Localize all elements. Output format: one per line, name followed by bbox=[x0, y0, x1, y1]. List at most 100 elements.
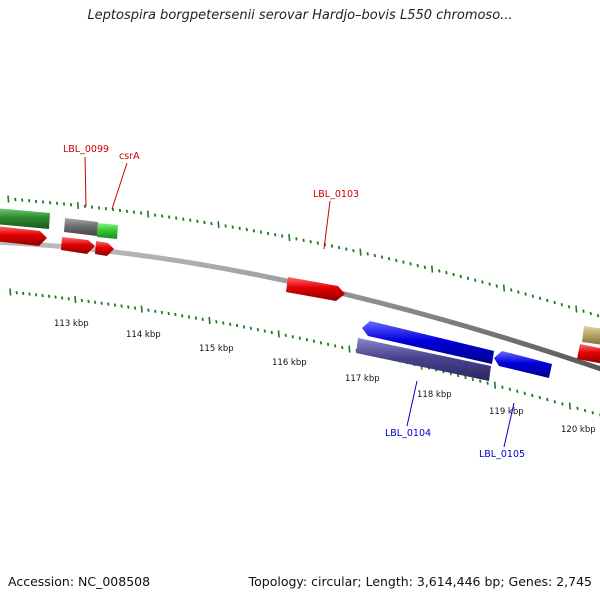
gene-label-csrA[interactable]: csrA bbox=[119, 151, 140, 162]
reverse-row-minor-tick bbox=[113, 303, 117, 307]
forward-row-minor-tick bbox=[175, 216, 178, 220]
forward-cds-right-red[interactable] bbox=[577, 344, 600, 364]
reverse-row-minor-tick bbox=[34, 293, 38, 297]
reverse-row-major-tick bbox=[140, 305, 143, 313]
forward-row-minor-tick bbox=[266, 231, 270, 236]
forward-row-minor-tick bbox=[380, 255, 384, 259]
reverse-row-minor-tick bbox=[229, 322, 232, 326]
reverse-row-minor-tick bbox=[61, 296, 64, 300]
forward-row-minor-tick bbox=[41, 200, 45, 204]
forward-row-minor-tick bbox=[409, 262, 412, 266]
reverse-row-minor-tick bbox=[583, 408, 587, 413]
forward-row-minor-tick bbox=[62, 202, 66, 206]
reverse-cds-blue-short[interactable] bbox=[494, 351, 552, 378]
reverse-row-minor-tick bbox=[479, 379, 482, 383]
forward-row-minor-tick bbox=[531, 294, 535, 298]
forward-row-minor-tick bbox=[387, 257, 391, 261]
forward-tick-row bbox=[7, 195, 600, 318]
forward-row-minor-tick bbox=[423, 265, 427, 269]
reverse-row-minor-tick bbox=[133, 306, 137, 310]
forward-row-minor-tick bbox=[153, 213, 157, 217]
gene-label-LBL_0103[interactable]: LBL_0103 bbox=[313, 189, 359, 200]
forward-row-minor-tick bbox=[90, 205, 94, 209]
forward-cds-csrA[interactable] bbox=[97, 223, 118, 239]
accession-text: Accession: NC_008508 bbox=[8, 574, 151, 589]
reverse-row-minor-tick bbox=[516, 389, 519, 393]
reverse-row-minor-tick bbox=[270, 330, 273, 335]
forward-row-minor-tick bbox=[69, 203, 73, 207]
forward-row-minor-tick bbox=[438, 269, 441, 273]
forward-row-minor-tick bbox=[28, 199, 31, 203]
leader-LBL_0099 bbox=[84, 156, 87, 207]
forward-cds-gray[interactable] bbox=[64, 218, 98, 236]
forward-row-minor-tick bbox=[459, 274, 462, 279]
reverse-row-minor-tick bbox=[174, 312, 177, 317]
reverse-row-minor-tick bbox=[187, 315, 191, 319]
reverse-row-minor-tick bbox=[312, 339, 316, 343]
reverse-tick-row bbox=[9, 288, 600, 417]
forward-cds-LBL_0103[interactable] bbox=[286, 277, 345, 301]
forward-row-minor-tick bbox=[245, 227, 248, 232]
forward-row-minor-tick bbox=[196, 219, 199, 223]
forward-row-minor-tick bbox=[302, 238, 305, 242]
forward-row-minor-tick bbox=[582, 309, 585, 313]
forward-row-minor-tick bbox=[132, 210, 136, 214]
gene-label-LBL_0105[interactable]: LBL_0105 bbox=[479, 449, 525, 460]
reverse-row-minor-tick bbox=[154, 309, 157, 313]
forward-row-minor-tick bbox=[402, 260, 405, 264]
leader-LBL_0104 bbox=[406, 380, 418, 427]
forward-row-minor-tick bbox=[560, 303, 563, 307]
gene-labels: LBL_0099 csrA LBL_0103 LBL_0104 LBL_0105 bbox=[63, 144, 525, 460]
forward-row-minor-tick bbox=[189, 218, 192, 222]
leader-csrA bbox=[111, 162, 128, 210]
forward-cds-left-green[interactable] bbox=[0, 208, 50, 229]
forward-cds-LBL_0099[interactable] bbox=[61, 237, 95, 254]
reverse-cds-blue-long[interactable] bbox=[362, 321, 494, 364]
reverse-row-minor-tick bbox=[508, 387, 512, 391]
forward-row-minor-tick bbox=[231, 225, 234, 229]
forward-row-minor-tick bbox=[125, 209, 129, 213]
reverse-row-major-tick bbox=[277, 330, 280, 338]
reverse-row-minor-tick bbox=[41, 293, 44, 298]
forward-row-minor-tick bbox=[337, 245, 341, 250]
chromosome-backbone bbox=[0, 239, 600, 372]
forward-row-major-tick bbox=[217, 221, 220, 229]
forward-row-minor-tick bbox=[224, 224, 227, 228]
gene-label-LBL_0099[interactable]: LBL_0099 bbox=[63, 144, 109, 155]
forward-cds-left-red[interactable] bbox=[0, 226, 47, 246]
reverse-row-minor-tick bbox=[319, 341, 323, 345]
reverse-row-minor-tick bbox=[194, 316, 198, 320]
forward-row-minor-tick bbox=[252, 229, 256, 233]
forward-row-minor-tick bbox=[546, 298, 549, 303]
forward-row-minor-tick bbox=[373, 253, 376, 258]
reverse-row-minor-tick bbox=[531, 393, 534, 398]
reverse-row-minor-tick bbox=[127, 305, 130, 309]
forward-row-major-tick bbox=[7, 195, 10, 203]
forward-row-major-tick bbox=[575, 305, 578, 313]
forward-cds-right-tan[interactable] bbox=[582, 326, 600, 345]
reverse-row-minor-tick bbox=[242, 325, 246, 329]
forward-row-minor-tick bbox=[97, 206, 101, 210]
forward-row-minor-tick bbox=[352, 249, 355, 253]
reverse-row-minor-tick bbox=[107, 302, 110, 306]
reverse-row-minor-tick bbox=[87, 299, 90, 304]
forward-row-minor-tick bbox=[567, 305, 571, 309]
forward-row-minor-tick bbox=[274, 233, 277, 237]
cds-LBL_0104[interactable] bbox=[356, 338, 491, 381]
forward-row-major-tick bbox=[359, 248, 362, 256]
reverse-row-minor-tick bbox=[222, 321, 225, 325]
forward-row-minor-tick bbox=[316, 241, 319, 245]
reverse-row-minor-tick bbox=[305, 338, 309, 342]
reverse-row-major-tick bbox=[208, 316, 211, 325]
forward-row-minor-tick bbox=[481, 280, 484, 284]
forward-row-major-tick bbox=[147, 210, 150, 218]
scale-label-116: 116 kbp bbox=[272, 358, 307, 368]
gene-label-LBL_0104[interactable]: LBL_0104 bbox=[385, 428, 431, 439]
forward-row-major-tick bbox=[76, 201, 80, 210]
reverse-strand-features bbox=[356, 321, 552, 381]
scale-label-118: 118 kbp bbox=[417, 390, 452, 400]
reverse-row-minor-tick bbox=[54, 295, 57, 299]
forward-cds-small-red[interactable] bbox=[95, 241, 114, 256]
reverse-row-minor-tick bbox=[147, 308, 150, 312]
